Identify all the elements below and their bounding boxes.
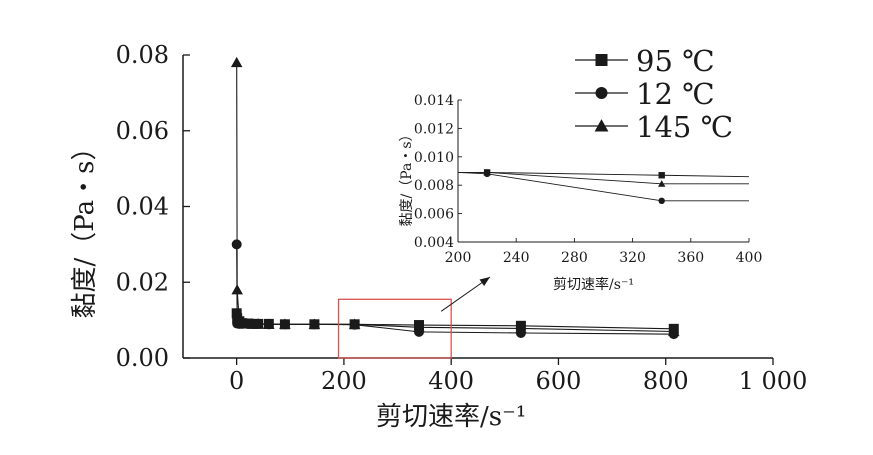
data-point-triangle	[308, 318, 321, 329]
inset-x-axis-label: 剪切速率/s⁻¹	[553, 276, 634, 293]
inset-series-line-2	[458, 171, 749, 185]
inset-y-tick-label: 0.012	[414, 121, 454, 137]
legend-label: 145 ℃	[636, 110, 733, 144]
data-point-triangle	[252, 318, 264, 329]
data-point-triangle	[263, 318, 275, 329]
y-tick-label: 0.02	[116, 268, 169, 296]
data-point-triangle	[231, 284, 243, 295]
inset-y-tick-label: 0.004	[414, 235, 454, 251]
x-tick-label: 0	[229, 367, 244, 395]
inset-x-tick-label: 200	[445, 250, 472, 266]
inset-x-tick-label: 360	[677, 250, 704, 266]
legend-marker-circle	[595, 87, 608, 99]
inset-series-line-1	[457, 171, 749, 202]
inset-data-point-triangle	[483, 168, 491, 176]
x-tick-label: 400	[428, 367, 474, 395]
data-point-triangle	[515, 322, 527, 334]
legend-label: 12 ℃	[636, 77, 715, 111]
inset-y-axis-label: 黏度/（Pa・s）	[399, 127, 415, 226]
y-axis-label: 黏度/（Pa・s）	[70, 135, 100, 319]
inset-x-tick-label: 320	[619, 250, 646, 266]
inset-data-point-square	[658, 172, 665, 179]
x-tick-label: 600	[536, 367, 582, 395]
zoom-connector-arrowhead	[479, 277, 490, 287]
x-tick-label: 800	[643, 367, 689, 395]
main-plot: 0 200 400 600 800 1 000 0.00 0.02 0.04 0.06 0.08 剪切…	[70, 41, 807, 432]
inset-y-tick-label: 0.014	[414, 93, 454, 109]
x-tick-label: 200	[321, 367, 367, 395]
y-tick-label: 0.00	[116, 344, 169, 372]
inset-y-tick-label: 0.006	[414, 207, 454, 223]
legend-label: 95 ℃	[636, 44, 715, 78]
data-point-triangle	[668, 325, 680, 337]
x-tick-label: 1 000	[739, 367, 808, 395]
inset-data-point-triangle	[658, 180, 666, 187]
inset-plot: 200 240 280 320 360 400 0.004 0.006 0.008 0.010 0.…	[399, 93, 763, 312]
inset-x-tick-label: 280	[561, 250, 588, 266]
y-tick-label: 0.04	[116, 193, 169, 221]
legend-marker-triangle	[594, 119, 609, 132]
y-tick-label: 0.08	[116, 41, 169, 69]
y-tick-label: 0.06	[116, 117, 169, 145]
data-point-triangle	[230, 56, 243, 68]
data-point-triangle	[413, 321, 425, 332]
zoom-region-box	[337, 298, 452, 359]
legend-marker-square	[595, 54, 608, 66]
data-point-triangle	[279, 318, 291, 329]
inset-y-tick-label: 0.008	[414, 178, 454, 194]
inset-x-tick-label: 240	[503, 250, 530, 266]
inset-x-tick-label: 400	[736, 250, 763, 266]
inset-y-tick-label: 0.010	[414, 150, 454, 166]
x-axis-label: 剪切速率/s⁻¹	[376, 402, 526, 432]
data-point-triangle	[348, 318, 361, 329]
series-line-0	[236, 313, 674, 330]
inset-data-point-circle	[658, 197, 665, 205]
